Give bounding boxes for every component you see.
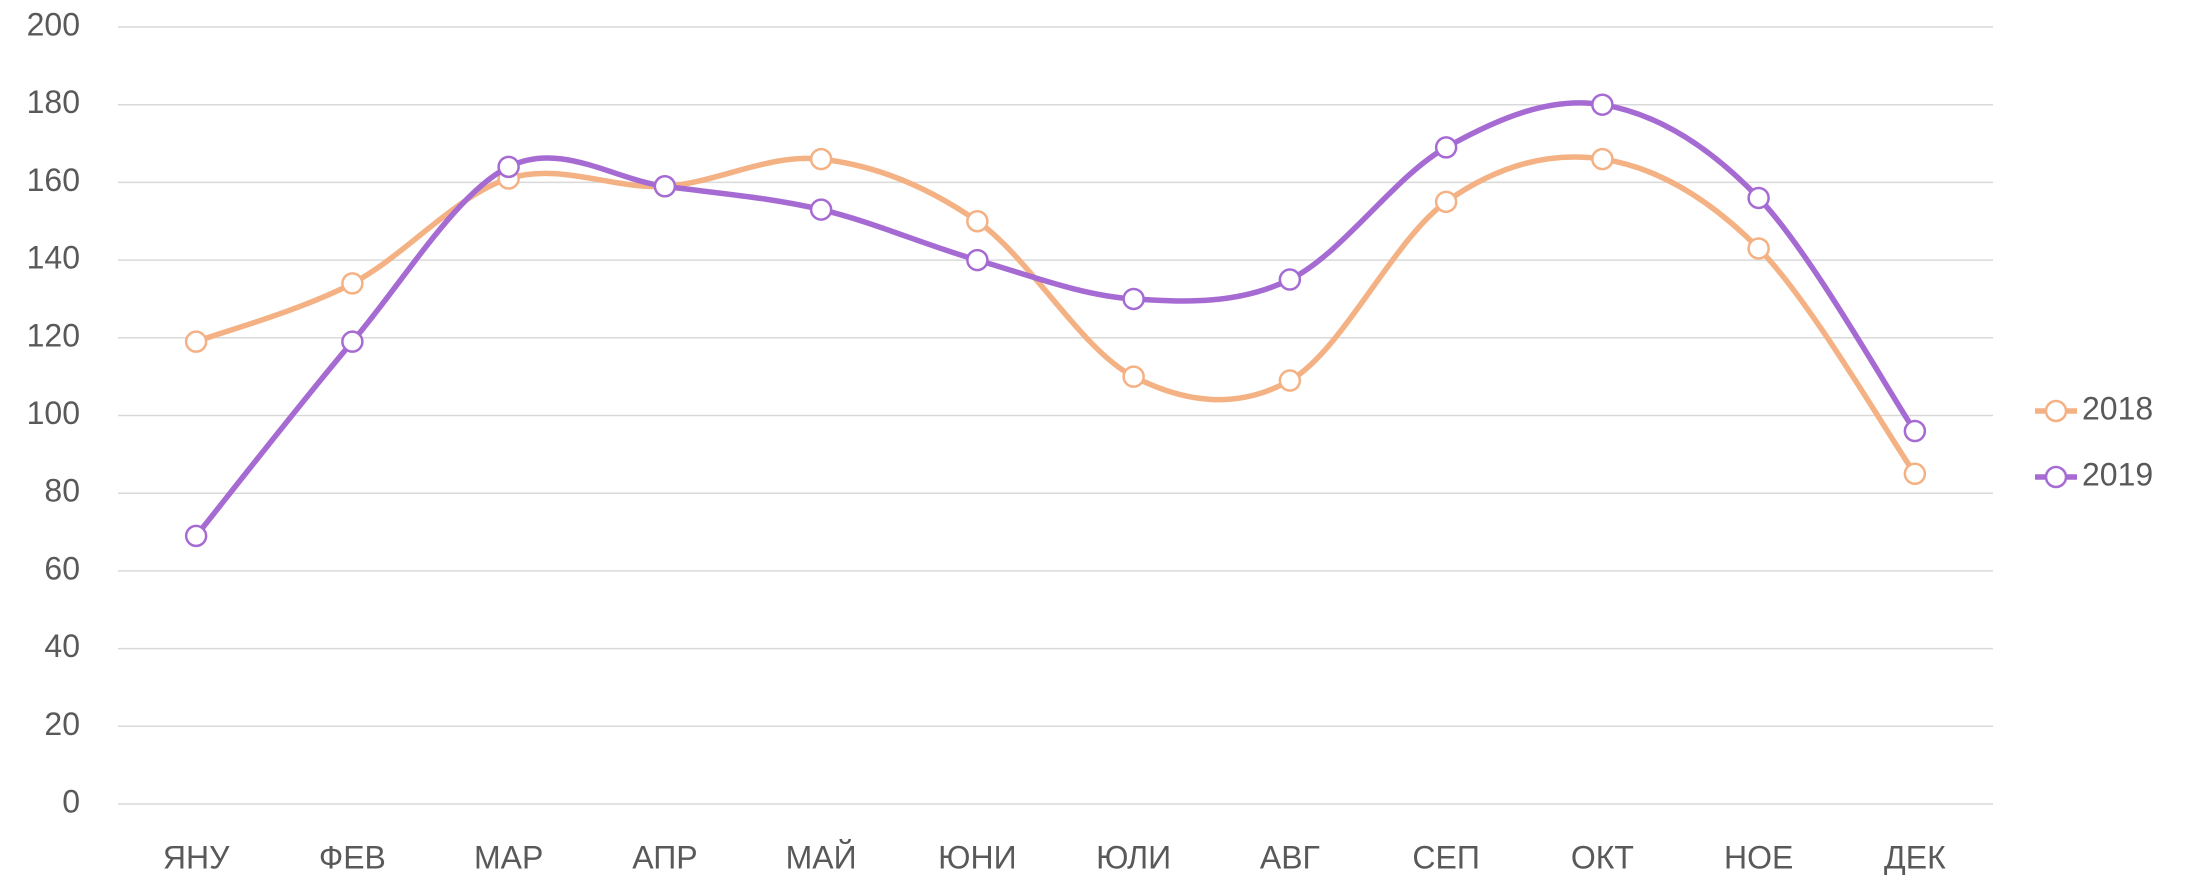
legend-marker <box>2044 399 2068 423</box>
series-line <box>193 100 1918 539</box>
x-tick-label: МАЙ <box>786 839 857 875</box>
y-tick-label: 0 <box>62 783 80 819</box>
x-tick-label: ЯНУ <box>163 839 230 875</box>
data-point <box>184 524 208 548</box>
x-tick-label: ЮНИ <box>938 839 1016 875</box>
x-tick-label: АПР <box>632 839 697 875</box>
y-tick-label: 100 <box>27 395 80 431</box>
y-tick-label: 200 <box>27 6 80 42</box>
data-point <box>809 198 833 221</box>
data-point <box>497 155 520 179</box>
y-tick-label: 40 <box>44 628 80 664</box>
data-point <box>809 147 833 171</box>
data-point <box>184 330 208 353</box>
x-tick-label: ФЕВ <box>319 839 386 875</box>
data-point <box>1747 186 1770 210</box>
series-line <box>193 154 1918 477</box>
y-tick-label: 20 <box>44 706 80 742</box>
data-point <box>1591 93 1614 116</box>
data-point <box>1434 190 1458 214</box>
data-point <box>966 210 989 233</box>
data-point <box>341 330 364 353</box>
x-tick-label: СЕП <box>1412 839 1479 875</box>
data-point <box>966 248 989 272</box>
x-tick-label: МАР <box>474 839 543 875</box>
data-point <box>341 272 364 295</box>
y-tick-label: 180 <box>27 84 80 120</box>
data-point <box>1747 237 1770 260</box>
data-point <box>1903 419 1927 443</box>
x-tick-label: ДЕК <box>1884 839 1946 875</box>
data-point <box>1434 136 1458 159</box>
legend-marker <box>2044 465 2068 489</box>
data-point <box>1591 147 1614 171</box>
data-point <box>1122 287 1145 311</box>
x-tick-label: ОКТ <box>1571 839 1634 875</box>
y-tick-label: 140 <box>27 240 80 276</box>
y-tick-label: 160 <box>27 162 80 198</box>
data-point <box>653 175 677 198</box>
x-tick-label: НОЕ <box>1724 839 1793 875</box>
legend-label: 2018 <box>2082 390 2153 426</box>
data-point <box>1278 369 1302 392</box>
x-tick-label: АВГ <box>1260 839 1320 875</box>
y-tick-label: 80 <box>44 473 80 509</box>
x-tick-label: ЮЛИ <box>1096 839 1171 875</box>
data-point <box>1122 365 1145 388</box>
y-tick-label: 120 <box>27 317 80 353</box>
y-tick-label: 60 <box>44 550 80 586</box>
data-point <box>1903 462 1927 486</box>
data-point <box>1278 268 1302 291</box>
legend-label: 2019 <box>2082 456 2153 492</box>
